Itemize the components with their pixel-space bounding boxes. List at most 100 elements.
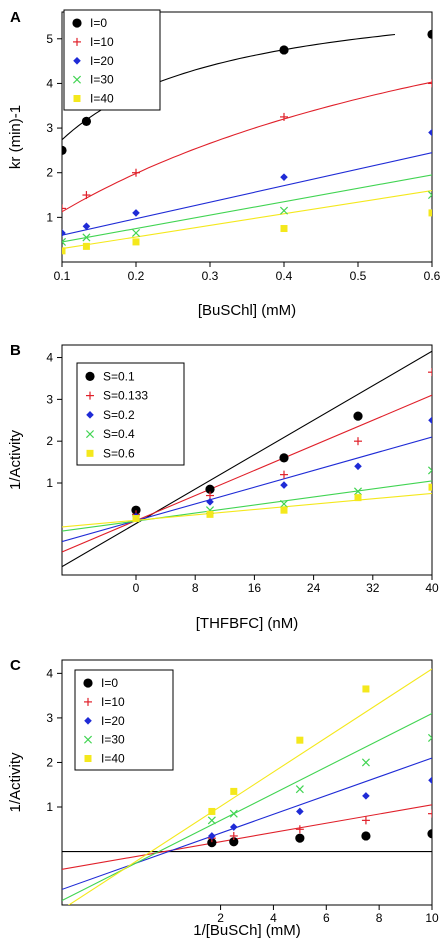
panel-c-fit-line-4 [67, 668, 432, 905]
panel-c-xtick-label: 4 [270, 911, 277, 925]
panel-c-point [428, 809, 432, 818]
panel-b-ytick-label: 1 [46, 476, 53, 490]
panel-b-point [132, 515, 140, 523]
panel-a-xtick-label: 0.4 [276, 269, 293, 283]
panel-c-point [362, 792, 370, 800]
panel-c-point [428, 776, 432, 785]
panel-b-series-0 [131, 411, 363, 515]
panel-a-xtick-label: 0.6 [424, 269, 441, 283]
panel-b-legend-label: S=0.6 [103, 446, 135, 460]
panel-c-point-b [229, 809, 238, 818]
panel-c-point [296, 807, 304, 816]
panel-c-point-b [295, 785, 304, 794]
panel-b-legend-marker [86, 391, 94, 400]
panel-a-point [280, 225, 288, 233]
panel-b-y-axis-title: 1/Activity [7, 429, 24, 490]
panel-a-point [82, 191, 91, 200]
panel-a-legend: I=0 I=10 I=20 I=30 I=40 [63, 9, 161, 111]
panel-a-point [131, 228, 141, 238]
panel-c-legend: I=0 I=10 I=20 I=30 I=40 [74, 669, 174, 771]
panel-c-ytick-label: 4 [46, 666, 53, 680]
panel-a-point-b [427, 194, 432, 200]
panel-c-point [229, 831, 238, 840]
panel-b-point [354, 437, 362, 446]
panel-c-legend-marker-b [83, 735, 93, 744]
panel-c-legend-label: I=40 [101, 752, 125, 766]
panel-b-point-b [353, 487, 363, 496]
panel-a-fit-line-4 [62, 190, 432, 250]
panel-c-point [295, 785, 304, 794]
panel-c-xtick-label: 8 [376, 911, 383, 925]
panel-b-xtick-label: 40 [425, 581, 439, 595]
panel-c-point [229, 823, 238, 831]
panel-b-point [428, 368, 432, 377]
panel-a-point [81, 116, 92, 126]
panel-b-legend-label: S=0.133 [103, 389, 148, 403]
panel-a-legend-label: I=20 [90, 54, 114, 68]
panel-b-point [280, 506, 288, 514]
panel-a-point [132, 209, 140, 217]
panel-a-fit-line-1 [62, 81, 432, 213]
panel-b-x-axis-title: [THFBFC] (nM) [196, 615, 299, 632]
panel-c-legend-box [74, 669, 174, 771]
panel-a-point [82, 242, 90, 250]
panel-c-point [296, 736, 304, 744]
panel-c-point [230, 787, 238, 795]
panel-a-point [280, 112, 288, 121]
panel-c-fit-line-1 [62, 804, 432, 870]
panel-a-point [428, 79, 432, 88]
panel-b-point [427, 466, 432, 475]
panel-b-fit-line-1 [62, 394, 432, 553]
panel-b-point [354, 462, 362, 471]
panel-c-point-b [361, 758, 370, 767]
panel-c-series-0 [207, 829, 432, 848]
panel-b-point-a [427, 466, 432, 472]
panel-a-legend-marker-b [72, 75, 82, 84]
panel-c-xtick-label: 6 [323, 911, 330, 925]
panel-a-point [280, 173, 288, 181]
panel-c-ytick-label: 1 [46, 800, 53, 814]
panel-a-fit-line-2 [62, 152, 432, 236]
panel-a-point [428, 209, 432, 217]
panel-b-point [428, 416, 432, 425]
panel-a-ytick-label: 5 [46, 32, 53, 46]
panel-a-y-axis-title: kr (min)-1 [7, 105, 24, 169]
panel-a-xtick-label: 0.2 [128, 269, 145, 283]
panel-a-x-axis-title: [BuSChl] (mM) [198, 302, 296, 319]
panel-c-point [427, 829, 432, 839]
panel-c-point [229, 837, 239, 847]
panel-a-xtick-label: 0.5 [350, 269, 367, 283]
panel-c-ytick-label: 2 [46, 755, 53, 769]
panel-a-point [62, 145, 67, 155]
panel-b-letter: B [10, 342, 21, 359]
panel-c-legend-marker [83, 735, 93, 744]
panel-b-point [280, 481, 288, 489]
panel-b-point [131, 505, 141, 515]
panel-a-point-a [62, 241, 67, 246]
panel-a-fit-line-3 [62, 174, 432, 243]
panel-a-point [279, 45, 289, 55]
panel-c-ytick-label: 3 [46, 711, 53, 725]
panel-c-point [427, 733, 432, 742]
panel-a-point [62, 247, 66, 255]
panel-c-point [361, 831, 371, 841]
panel-b-legend-marker [85, 371, 95, 381]
panel-b-xtick-label: 24 [307, 581, 321, 595]
panel-c-point-b [207, 816, 216, 825]
panel-b-ytick-label: 4 [46, 351, 53, 365]
panel-a-point [82, 233, 91, 242]
panel-b-legend-marker [85, 430, 95, 439]
panel-b-fit-line-3 [62, 480, 432, 532]
panel-c-point [229, 809, 238, 818]
panel-a-point [279, 206, 289, 215]
panel-a-ytick-label: 1 [46, 210, 53, 224]
panel-a-point-b [82, 233, 91, 242]
panel-b-point [206, 510, 214, 518]
panel-b-legend-marker-b [85, 430, 95, 439]
panel-a-point [428, 128, 432, 137]
panel-c-legend-marker [84, 716, 92, 725]
panel-b-legend-marker [86, 411, 94, 419]
panel-b-xtick-label: 16 [248, 581, 262, 595]
panel-c-point [295, 825, 304, 834]
